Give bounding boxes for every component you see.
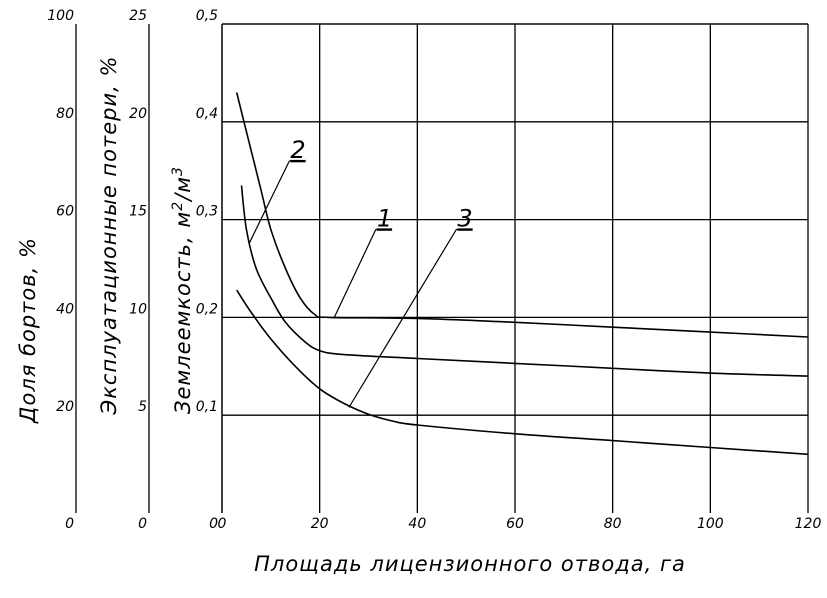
y-tick-label-zemlemkost: 0,2 (196, 301, 218, 317)
y-tick-label-dolya: 60 (56, 204, 74, 220)
y-tick-label-zemlemkost: 0,3 (196, 204, 218, 220)
curve-label-1: 1 (377, 204, 392, 232)
series-line-3 (236, 289, 809, 456)
y-axis-title-zemlemkost-sup2: 3 (170, 166, 186, 176)
x-axis-title: Площадь лицензионного отвода, га (254, 552, 686, 576)
y-tick-label-dolya: 80 (56, 106, 74, 122)
curve-label-3: 3 (457, 204, 472, 232)
axes (75, 23, 808, 513)
curve-label-2: 2 (290, 136, 305, 164)
y-tick-label-poteri: 25 (129, 8, 147, 24)
leader-lines: 1 2 3 (248, 136, 473, 408)
y-axis-title-dolya: Доля бортов, % (16, 237, 40, 424)
x-tick-label: 120 (795, 516, 822, 532)
leader-line-2 (248, 160, 290, 245)
x-tick-label: 20 (311, 516, 329, 532)
y-axis-title-zemlemkost-mid: /м (171, 176, 195, 203)
y-tick-label-poteri: 10 (129, 301, 147, 317)
y-tick-label-poteri: 20 (129, 106, 147, 122)
y-tick-label-dolya: 20 (56, 399, 74, 415)
x-tick-label: 40 (408, 516, 426, 532)
series-group (235, 92, 809, 456)
x-tick-label: 100 (697, 516, 724, 532)
grid (222, 23, 809, 513)
y-tick-label-poteri: 0 (138, 516, 147, 532)
x-tick-label: 80 (604, 516, 622, 532)
y-tick-label-dolya: 40 (56, 301, 74, 317)
y-tick-label-dolya: 100 (47, 8, 74, 24)
y-tick-label-poteri: 5 (138, 399, 147, 415)
tick-labels: 0 20 40 60 80 100 1200,10,20,30,40,50020406080… (47, 8, 821, 532)
y-axis-title-poteri: Эксплуатационные потери, % (97, 56, 121, 416)
leader-line-3 (348, 229, 457, 408)
y-tick-label-zemlemkost-zero: 0 (209, 516, 218, 532)
x-tick-label: 0 (218, 516, 227, 532)
x-tick-label: 60 (506, 516, 524, 532)
y-tick-label-poteri: 15 (129, 204, 147, 220)
y-tick-label-zemlemkost: 0,1 (196, 399, 218, 415)
y-tick-label-zemlemkost: 0,5 (196, 8, 218, 24)
leader-line-1 (333, 229, 377, 318)
y-tick-label-dolya: 0 (65, 516, 74, 532)
y-axis-title-zemlemkost-sup1: 2 (170, 201, 186, 211)
y-tick-label-zemlemkost: 0,4 (196, 106, 218, 122)
series-line-1 (235, 92, 809, 338)
series-line-2 (240, 185, 809, 377)
y-axis-title-zemlemkost: Землеемкость, м2/м3 (170, 166, 195, 414)
y-axis-title-zemlemkost-main: Землеемкость, м (171, 211, 195, 414)
